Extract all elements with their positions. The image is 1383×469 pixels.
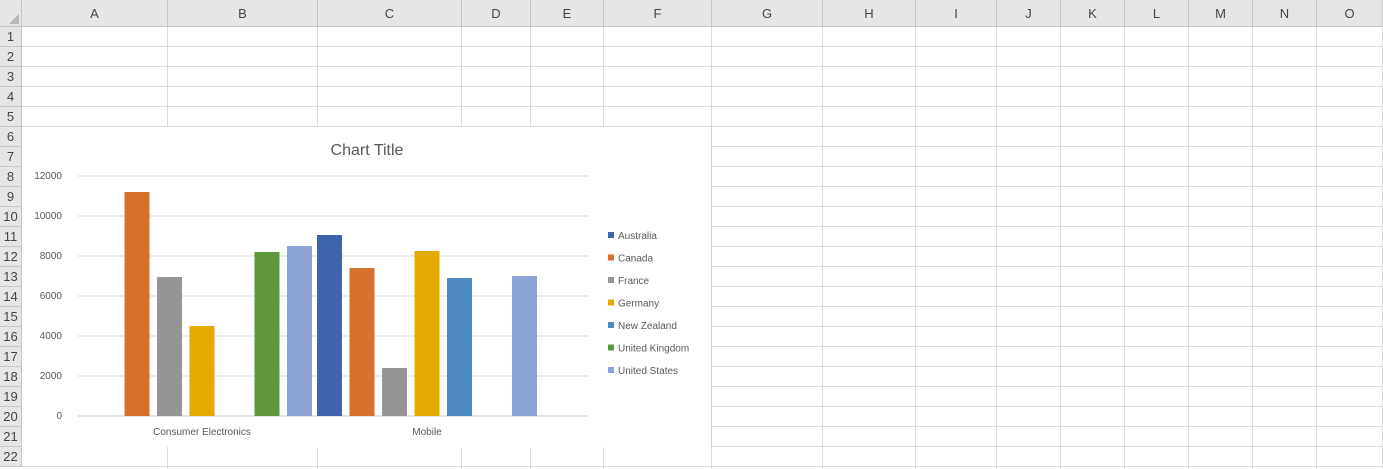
chart-legend[interactable]: Australia Canada France Germany New Zealand U…	[608, 231, 689, 377]
row-header-19[interactable]: 19	[0, 387, 22, 407]
column-header-n[interactable]: N	[1253, 0, 1317, 27]
legend-label-france[interactable]: France	[618, 276, 650, 287]
legend-swatch-france	[608, 277, 614, 283]
legend-swatch-australia	[608, 232, 614, 238]
legend-label-united-kingdom[interactable]: United Kingdom	[618, 344, 689, 355]
y-tick-label: 6000	[40, 291, 63, 302]
row-header-7[interactable]: 7	[0, 147, 22, 167]
row-header-8[interactable]: 8	[0, 167, 22, 187]
row-header-22[interactable]: 22	[0, 447, 22, 467]
column-header-b[interactable]: B	[168, 0, 318, 27]
row-header-2[interactable]: 2	[0, 47, 22, 67]
x-axis: Consumer Electronics Mobile	[153, 427, 442, 438]
row-gridline	[22, 106, 1383, 107]
column-gridline	[822, 27, 823, 469]
y-tick-label: 12000	[34, 171, 62, 182]
legend-label-united-states[interactable]: United States	[618, 366, 678, 377]
row-gridline	[22, 86, 1383, 87]
bar-chart: 0 2000 4000 6000 8000 10000 12000 Consumer Ele…	[34, 142, 689, 438]
row-header-20[interactable]: 20	[0, 407, 22, 427]
row-gridline	[22, 46, 1383, 47]
column-header-k[interactable]: K	[1061, 0, 1125, 27]
column-header-f[interactable]: F	[604, 0, 712, 27]
column-header-d[interactable]: D	[462, 0, 531, 27]
row-header-12[interactable]: 12	[0, 247, 22, 267]
bar-united-kingdom-consumer-electronics[interactable]	[254, 252, 280, 416]
row-header-14[interactable]: 14	[0, 287, 22, 307]
row-header-15[interactable]: 15	[0, 307, 22, 327]
column-header-g[interactable]: G	[712, 0, 823, 27]
legend-label-new-zealand[interactable]: New Zealand	[618, 321, 677, 332]
legend-swatch-united-kingdom	[608, 344, 614, 351]
row-header-18[interactable]: 18	[0, 367, 22, 387]
column-header-c[interactable]: C	[318, 0, 462, 27]
y-tick-label: 0	[56, 411, 62, 422]
x-tick-label: Consumer Electronics	[153, 427, 251, 438]
row-header-3[interactable]: 3	[0, 67, 22, 87]
row-header-17[interactable]: 17	[0, 347, 22, 367]
bar-australia-mobile[interactable]	[317, 235, 342, 416]
row-header-13[interactable]: 13	[0, 267, 22, 287]
bar-canada-mobile[interactable]	[349, 268, 375, 416]
row-gridline	[22, 126, 1383, 127]
x-tick-label: Mobile	[412, 427, 442, 438]
y-tick-label: 8000	[40, 251, 63, 262]
column-header-o[interactable]: O	[1317, 0, 1383, 27]
column-gridline	[1188, 27, 1189, 469]
y-tick-label: 2000	[40, 371, 63, 382]
legend-label-canada[interactable]: Canada	[618, 254, 653, 265]
bar-new-zealand-mobile[interactable]	[447, 278, 472, 416]
column-gridline	[915, 27, 916, 469]
column-header-l[interactable]: L	[1125, 0, 1189, 27]
column-header-j[interactable]: J	[997, 0, 1061, 27]
column-gridline	[996, 27, 997, 469]
bar-germany-mobile[interactable]	[414, 251, 440, 416]
column-gridline	[1316, 27, 1317, 469]
legend-label-germany[interactable]: Germany	[618, 299, 659, 310]
bar-france-consumer-electronics[interactable]	[157, 277, 182, 416]
column-header-e[interactable]: E	[531, 0, 604, 27]
row-header-21[interactable]: 21	[0, 427, 22, 447]
column-header-a[interactable]: A	[22, 0, 168, 27]
legend-label-australia[interactable]: Australia	[618, 231, 657, 242]
select-all-corner[interactable]	[0, 0, 22, 27]
column-gridline	[1124, 27, 1125, 469]
y-axis: 0 2000 4000 6000 8000 10000 12000	[34, 171, 62, 422]
legend-swatch-canada	[608, 254, 614, 261]
row-gridline	[22, 466, 1383, 467]
row-header-6[interactable]: 6	[0, 127, 22, 147]
select-all-triangle-icon	[9, 14, 19, 24]
column-header-h[interactable]: H	[823, 0, 916, 27]
y-tick-label: 4000	[40, 331, 63, 342]
column-header-m[interactable]: M	[1189, 0, 1253, 27]
column-gridline	[1060, 27, 1061, 469]
legend-swatch-united-states	[608, 367, 614, 373]
row-header-5[interactable]: 5	[0, 107, 22, 127]
chart-title[interactable]: Chart Title	[331, 142, 404, 159]
row-header-9[interactable]: 9	[0, 187, 22, 207]
row-header-4[interactable]: 4	[0, 87, 22, 107]
bar-france-mobile[interactable]	[382, 368, 407, 416]
embedded-chart[interactable]: 0 2000 4000 6000 8000 10000 12000 Consumer Ele…	[22, 127, 712, 447]
legend-swatch-germany	[608, 299, 614, 306]
y-tick-label: 10000	[34, 211, 62, 222]
bar-germany-consumer-electronics[interactable]	[189, 326, 215, 416]
row-header-10[interactable]: 10	[0, 207, 22, 227]
column-gridline	[1252, 27, 1253, 469]
row-header-16[interactable]: 16	[0, 327, 22, 347]
legend-swatch-new-zealand	[608, 322, 614, 328]
column-header-i[interactable]: I	[916, 0, 997, 27]
bar-united-states-mobile[interactable]	[512, 276, 537, 416]
bar-canada-consumer-electronics[interactable]	[124, 192, 150, 416]
chart-bars	[124, 192, 537, 416]
row-gridline	[22, 66, 1383, 67]
bar-united-states-consumer-electronics[interactable]	[287, 246, 312, 416]
row-header-1[interactable]: 1	[0, 27, 22, 47]
row-header-11[interactable]: 11	[0, 227, 22, 247]
